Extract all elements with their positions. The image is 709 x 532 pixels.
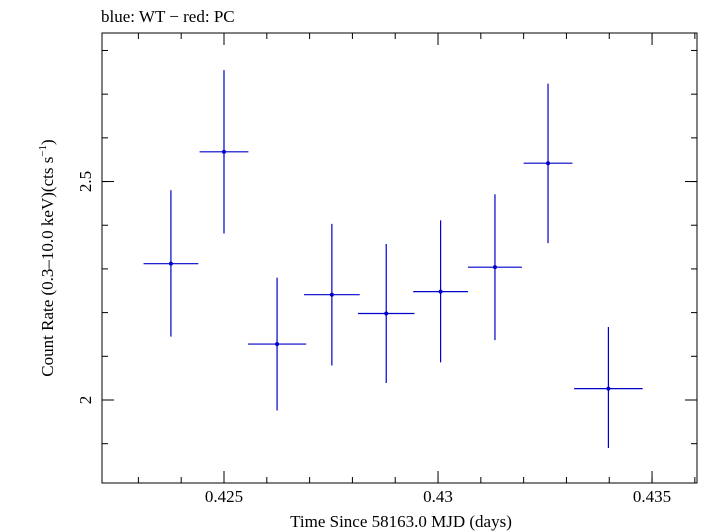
data-point	[523, 83, 573, 244]
data-point	[574, 327, 643, 449]
data-point	[247, 277, 307, 411]
axis-tick-labels: 0.425 0.43 0.435 2 2.5	[76, 171, 671, 506]
x-tick-label: 0.435	[633, 487, 671, 506]
data-point	[357, 244, 415, 383]
y-tick-label: 2	[76, 396, 95, 405]
data-point	[467, 194, 522, 341]
data-marker	[384, 311, 389, 316]
x-axis-label: Time Since 58163.0 MJD (days)	[290, 512, 512, 531]
data-marker	[438, 289, 443, 294]
axis-ticks	[102, 33, 697, 483]
data-point	[304, 223, 360, 366]
data-point	[413, 220, 468, 363]
x-tick-label: 0.425	[205, 487, 243, 506]
data-marker	[606, 386, 611, 391]
data-marker	[329, 292, 334, 297]
x-tick-label: 0.43	[423, 487, 453, 506]
data-marker	[546, 161, 551, 166]
chart-title: blue: WT − red: PC	[101, 7, 235, 26]
data-marker	[492, 265, 497, 270]
plot-frame	[101, 32, 698, 484]
y-axis-label-superscript: −1	[37, 145, 49, 157]
data-point	[143, 190, 199, 337]
y-axis-label-main: Count Rate (0.3–10.0 keV)(cts s	[38, 157, 57, 377]
y-tick-label: 2.5	[76, 171, 95, 192]
data-point	[199, 70, 249, 234]
data-marker	[221, 149, 226, 154]
y-axis-label-tail: )	[38, 139, 57, 145]
data-marker	[168, 261, 173, 266]
data-marker	[275, 342, 280, 347]
y-axis-label: Count Rate (0.3–10.0 keV)(cts s−1)	[37, 139, 57, 376]
data-series	[143, 70, 643, 449]
